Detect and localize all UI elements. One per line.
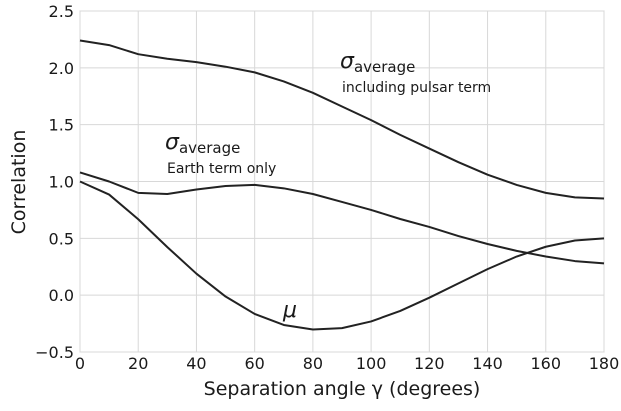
y-tick-label: 1.5: [49, 116, 74, 135]
y-tick-label: −0.5: [35, 343, 74, 362]
y-tick-label: 2.0: [49, 59, 74, 78]
annotation-symbol: σaverage: [340, 49, 415, 76]
x-tick-label: 40: [186, 354, 206, 373]
x-tick-label: 60: [244, 354, 264, 373]
x-tick-label: 120: [414, 354, 445, 373]
annotation-text: including pulsar term: [342, 80, 491, 96]
y-tick-label: 0.0: [49, 286, 74, 305]
line-series: [79, 39, 605, 200]
x-tick-label: 180: [589, 354, 620, 373]
x-tick-label: 80: [303, 354, 323, 373]
y-tick-label: 1.0: [49, 173, 74, 192]
line-series: [79, 171, 605, 265]
x-tick-label: 0: [75, 354, 85, 373]
line-series: [79, 180, 605, 331]
annotation-subscript: average: [179, 139, 240, 157]
x-axis-label: Separation angle γ (degrees): [204, 378, 481, 400]
annotation-subscript: average: [354, 58, 415, 76]
y-tick-label: 0.5: [49, 229, 74, 248]
annotation-symbol-text: μ: [282, 298, 297, 323]
x-tick-label: 160: [531, 354, 562, 373]
annotation-text: Earth term only: [167, 161, 276, 177]
annotation-symbol-text: σ: [340, 49, 355, 74]
x-tick-label: 20: [128, 354, 148, 373]
y-axis-label: Correlation: [8, 130, 30, 235]
annotation-symbol: μ: [282, 298, 297, 323]
x-tick-label: 100: [356, 354, 387, 373]
annotation-symbol: σaverage: [165, 130, 240, 157]
y-tick-label: 2.5: [49, 2, 74, 21]
x-tick-label: 140: [472, 354, 503, 373]
annotation-symbol-text: σ: [165, 130, 180, 155]
